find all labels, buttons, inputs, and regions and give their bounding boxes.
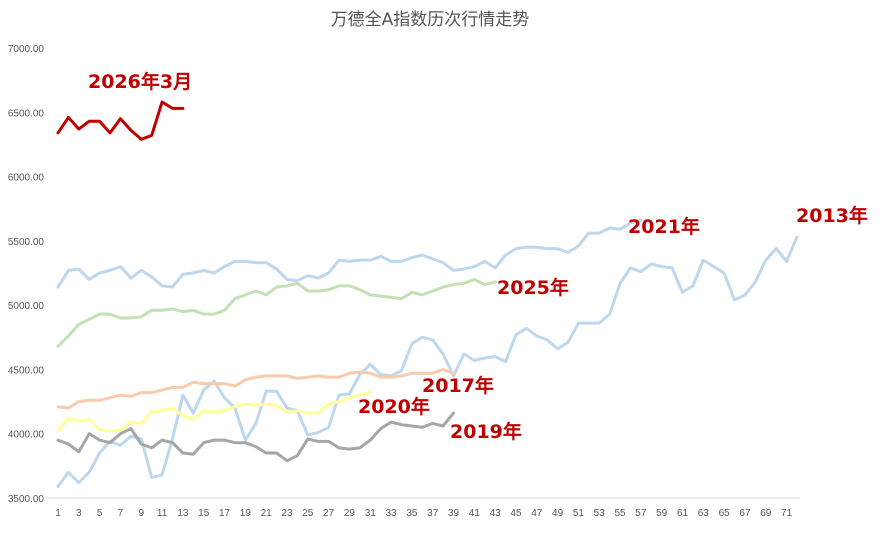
series-lines <box>56 100 799 488</box>
y-tick-label: 6000.00 <box>8 173 45 184</box>
x-tick-label: 39 <box>448 508 460 519</box>
x-tick-label: 17 <box>219 508 231 519</box>
x-tick-label: 49 <box>552 508 564 519</box>
x-tick-label: 53 <box>594 508 606 519</box>
series-label: 2025年 <box>497 276 569 299</box>
x-tick-label: 55 <box>614 508 626 519</box>
y-tick-label: 6500.00 <box>8 108 45 119</box>
x-tick-label: 11 <box>157 508 168 519</box>
x-tick-label: 43 <box>490 508 502 519</box>
x-tick-label: 47 <box>531 508 543 519</box>
x-tick-label: 9 <box>138 508 144 519</box>
x-tick-label: 31 <box>365 508 377 519</box>
series-line-6 <box>56 411 455 463</box>
x-tick-label: 15 <box>198 508 210 519</box>
x-tick-label: 41 <box>469 508 481 519</box>
x-tick-label: 25 <box>302 508 314 519</box>
y-tick-label: 4000.00 <box>8 430 45 441</box>
x-axis: 1 3 5 7 9 11 13 15 17 19 21 23 25 27 29 31 33 35 37 39 41 43 4… <box>55 508 792 519</box>
series-line-1 <box>56 218 643 289</box>
series-line-5 <box>56 391 372 433</box>
y-axis: 7000.00 6500.00 6000.00 5500.00 5000.00 4500.… <box>8 44 45 505</box>
chart-title: 万德全A指数历次行情走势 <box>331 10 530 30</box>
x-tick-label: 27 <box>323 508 335 519</box>
y-tick-label: 5000.00 <box>8 301 45 312</box>
x-tick-label: 69 <box>760 508 772 519</box>
series-label: 2013年 <box>796 204 868 227</box>
y-tick-label: 7000.00 <box>8 44 45 55</box>
y-tick-label: 4500.00 <box>8 365 45 376</box>
panel-separator <box>0 185 887 198</box>
x-tick-label: 19 <box>240 508 252 519</box>
x-tick-label: 13 <box>177 508 189 519</box>
series-line-3 <box>56 277 497 348</box>
x-tick-label: 1 <box>55 508 61 519</box>
series-line-0 <box>56 100 185 141</box>
series-label: 2017年 <box>422 374 494 397</box>
series-label: 2020年 <box>358 395 430 418</box>
x-tick-label: 5 <box>97 508 103 519</box>
series-label: 2019年 <box>450 420 522 443</box>
x-tick-label: 61 <box>677 508 689 519</box>
x-tick-label: 33 <box>386 508 398 519</box>
y-tick-label: 5500.00 <box>8 237 45 248</box>
x-tick-label: 71 <box>781 508 793 519</box>
series-line-4 <box>56 367 455 410</box>
x-tick-label: 3 <box>76 508 82 519</box>
x-tick-label: 57 <box>635 508 647 519</box>
x-tick-label: 35 <box>406 508 418 519</box>
x-tick-label: 37 <box>427 508 439 519</box>
x-tick-label: 63 <box>698 508 710 519</box>
x-tick-label: 65 <box>719 508 731 519</box>
y-tick-label: 3500.00 <box>8 494 45 505</box>
series-line-2 <box>56 235 799 488</box>
x-tick-label: 51 <box>573 508 585 519</box>
x-tick-label: 45 <box>510 508 522 519</box>
x-tick-label: 59 <box>656 508 668 519</box>
series-label: 2026年3月 <box>88 70 192 93</box>
x-tick-label: 67 <box>739 508 751 519</box>
series-label: 2021年 <box>628 215 700 238</box>
x-tick-label: 7 <box>118 508 124 519</box>
x-tick-label: 23 <box>281 508 293 519</box>
x-tick-label: 21 <box>261 508 273 519</box>
x-tick-label: 29 <box>344 508 356 519</box>
